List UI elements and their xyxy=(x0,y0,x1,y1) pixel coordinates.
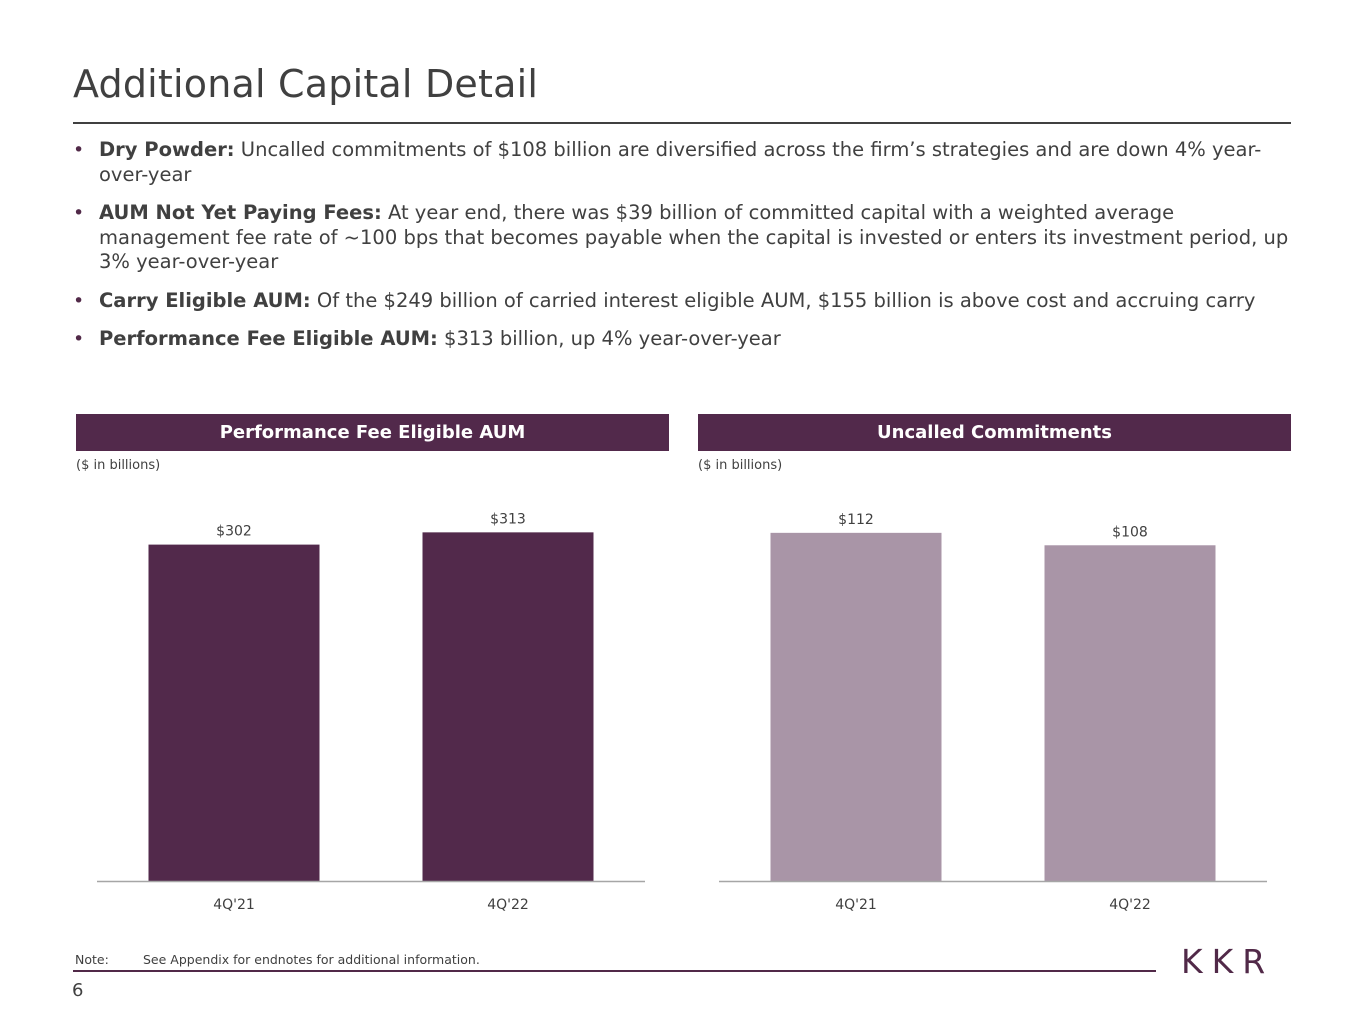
bar-4q-21 xyxy=(148,544,320,881)
units-note: ($ in billions) xyxy=(698,458,783,473)
bullet-label: Performance Fee Eligible AUM: xyxy=(99,327,438,350)
performance-fee-eligible-aum-chart: $302 4Q'21 $313 4Q'22 xyxy=(97,511,645,913)
bullet-label: Carry Eligible AUM: xyxy=(99,288,311,312)
bullet-label: Dry Powder: xyxy=(99,138,235,161)
uncalled-commitments-chart: $112 4Q'21 $108 4Q'22 xyxy=(719,512,1267,913)
chart-title-uncalled-commitments: Uncalled Commitments xyxy=(698,414,1291,451)
bullet-label: AUM Not Yet Paying Fees: xyxy=(99,201,382,224)
x-tick-label: 4Q'21 xyxy=(213,897,255,913)
bullet-carry-eligible-aum: Carry Eligible AUM: Of the $249 billion … xyxy=(73,289,1293,314)
x-tick-label: 4Q'22 xyxy=(487,897,529,913)
bullet-text: Uncalled commitments of $108 billion are… xyxy=(99,138,1262,186)
bullet-performance-fee-eligible-aum: Performance Fee Eligible AUM: $313 billi… xyxy=(73,327,1293,352)
data-label: $108 xyxy=(1112,524,1148,540)
footer-divider xyxy=(73,970,1156,972)
data-label: $302 xyxy=(216,524,252,540)
bullet-aum-not-yet-paying-fees: AUM Not Yet Paying Fees: At year end, th… xyxy=(73,201,1293,275)
bullet-text: At year end, there was $39 billion of co… xyxy=(99,201,1289,273)
bullet-dry-powder: Dry Powder: Uncalled commitments of $108… xyxy=(73,138,1293,187)
note-label: Note: xyxy=(75,952,109,967)
page-number: 6 xyxy=(72,980,84,1001)
x-tick-label: 4Q'21 xyxy=(835,897,877,913)
footer-note: Note: See Appendix for endnotes for addit… xyxy=(75,952,480,967)
note-text: See Appendix for endnotes for additional… xyxy=(143,952,480,967)
page-title: Additional Capital Detail xyxy=(73,62,539,106)
data-label: $313 xyxy=(490,511,526,527)
kkr-logo: KKR xyxy=(1181,942,1275,981)
bullet-list: Dry Powder: Uncalled commitments of $108… xyxy=(73,138,1293,366)
bar-4q-21 xyxy=(770,532,942,881)
bar-4q-22 xyxy=(422,532,594,881)
chart-title-performance-fee-eligible-aum: Performance Fee Eligible AUM xyxy=(76,414,669,451)
title-divider xyxy=(73,122,1291,124)
bar-4q-22 xyxy=(1044,545,1216,881)
units-note: ($ in billions) xyxy=(76,458,161,473)
bullet-text: Of the $249 billion of carried interest … xyxy=(310,288,1256,312)
data-label: $112 xyxy=(838,512,874,528)
bullet-text: $313 billion, up 4% year-over-year xyxy=(437,327,781,350)
x-tick-label: 4Q'22 xyxy=(1109,897,1151,913)
